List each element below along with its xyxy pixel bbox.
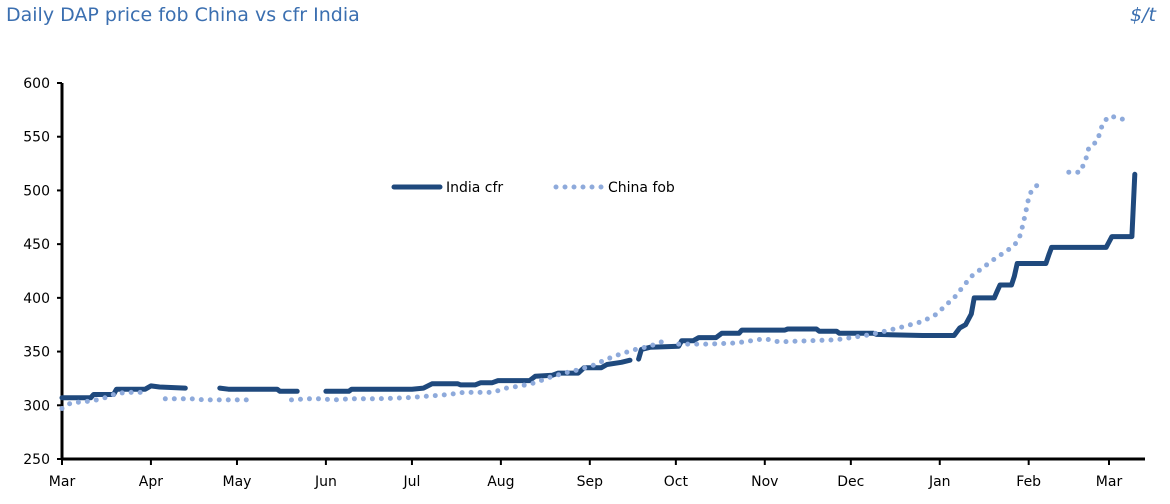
x-tick-label: Aug xyxy=(487,474,514,490)
axes: 250 300 350 400 450 500 550 600 Mar Apr May Jun Jul A… xyxy=(23,76,1145,490)
x-tick-label: Apr xyxy=(139,474,163,490)
x-tick-label: Oct xyxy=(664,474,689,490)
y-tick-label: 350 xyxy=(23,345,50,361)
x-tick-label: Jan xyxy=(928,474,951,490)
unit-label: $/t xyxy=(1130,4,1156,26)
x-tick-label: Sep xyxy=(577,474,604,490)
series-lines xyxy=(59,113,1138,411)
series-line-china-fob xyxy=(676,182,1040,347)
legend: India cfr China fob xyxy=(391,180,675,196)
x-tick-label: Feb xyxy=(1016,474,1041,490)
x-tick-label: Nov xyxy=(751,474,778,490)
series-line-india-cfr xyxy=(323,357,633,394)
y-tick-label: 550 xyxy=(23,130,50,146)
legend-label-india-cfr: India cfr xyxy=(446,180,503,196)
series-line-china-fob xyxy=(289,338,667,403)
series-line-china-fob xyxy=(162,396,251,403)
series-line-india-cfr xyxy=(59,383,188,401)
series-line-china-fob xyxy=(1066,113,1129,175)
x-tick-label: Jul xyxy=(403,474,421,490)
legend-label-china-fob: China fob xyxy=(608,180,675,196)
x-tick-label: May xyxy=(223,474,252,490)
y-tick-label: 400 xyxy=(23,291,50,307)
y-tick-label: 300 xyxy=(23,398,50,414)
series-line-china-fob xyxy=(59,389,151,411)
x-tick-label: Mar xyxy=(49,474,76,490)
x-tick-label: Jun xyxy=(314,474,337,490)
y-tick-label: 250 xyxy=(23,452,50,468)
y-tick-label: 450 xyxy=(23,237,50,253)
y-tick-label: 500 xyxy=(23,183,50,199)
series-line-india-cfr xyxy=(217,385,300,394)
y-tick-label: 600 xyxy=(23,76,50,92)
chart-title: Daily DAP price fob China vs cfr India xyxy=(6,4,360,26)
x-tick-label: Mar xyxy=(1096,474,1123,490)
x-tick-label: Dec xyxy=(837,474,864,490)
series-line-india-cfr xyxy=(636,171,1138,362)
